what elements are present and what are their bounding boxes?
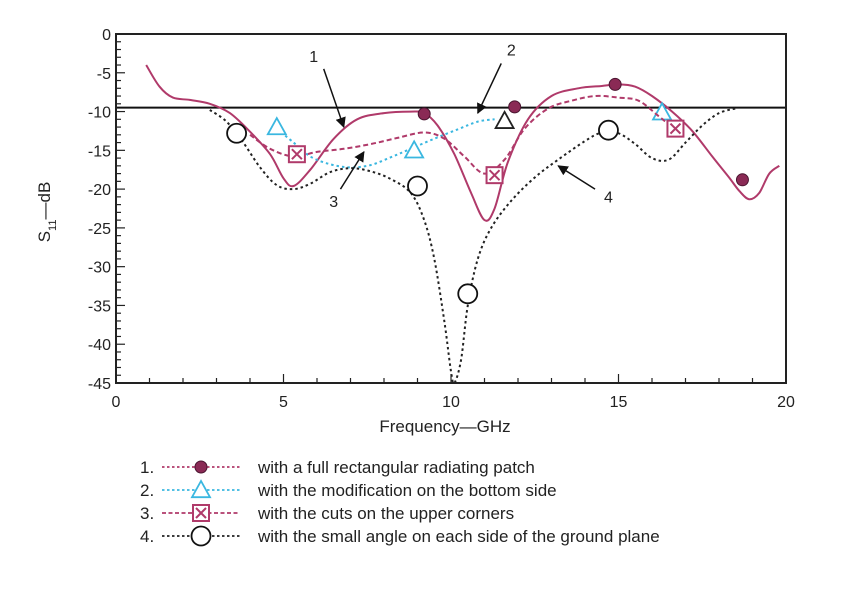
series-2-marker (403, 139, 425, 159)
series-4-marker (226, 122, 248, 144)
series-3-marker (287, 145, 306, 164)
series-3-line (249, 94, 673, 175)
series-2 (266, 101, 673, 169)
y-tick-label: -10 (88, 105, 111, 122)
legend-item-1: 1. with a full rectangular radiating patc… (140, 458, 535, 477)
annotation-label: 4 (604, 189, 613, 206)
annotation-group: 1 2 3 4 (309, 43, 613, 211)
y-tick-label: -35 (88, 298, 111, 315)
legend-item-4: 4. with the small angle on each side of t… (140, 525, 660, 547)
legend-label: with the small angle on each side of the… (257, 527, 660, 546)
legend-swatch-marker (194, 460, 208, 474)
legend-number: 4. (140, 527, 154, 546)
annotation-4: 4 (557, 165, 613, 206)
series-4-marker (407, 175, 428, 197)
y-tick-label: -25 (88, 221, 111, 238)
series-1 (145, 64, 780, 222)
legend-swatch-marker (190, 525, 212, 547)
x-tick-label: 5 (279, 394, 288, 411)
y-tick-label: -40 (88, 337, 111, 354)
annotation-3: 3 (329, 150, 365, 211)
y-tick-label: -20 (88, 182, 111, 199)
annotation-label: 3 (329, 194, 338, 211)
legend-item-3: 3. with the cuts on the upper corners (140, 504, 514, 523)
x-tick-label: 0 (112, 394, 121, 411)
series-4 (209, 107, 737, 385)
x-axis-title: Frequency—GHz (379, 417, 510, 436)
legend-number: 3. (140, 504, 154, 523)
annotation-2: 2 (477, 43, 516, 115)
series-3 (249, 94, 685, 185)
legend-number: 1. (140, 458, 154, 477)
legend: 1. with a full rectangular radiating patc… (140, 458, 660, 547)
legend-swatch-marker (192, 504, 210, 522)
legend-item-2: 2. with the modification on the bottom si… (140, 479, 557, 500)
annotation-arrow (322, 68, 346, 129)
series-2-marker (651, 101, 673, 121)
annotation-arrow (339, 150, 365, 190)
legend-label: with a full rectangular radiating patch (257, 458, 535, 477)
y-tick-label: -5 (97, 66, 111, 83)
x-tick-label: 10 (442, 394, 460, 411)
annotation-label: 1 (309, 49, 318, 66)
series-1-marker (417, 107, 431, 121)
series-2-marker (266, 116, 288, 136)
series-2-line (276, 118, 495, 169)
series-2-marker (494, 110, 516, 129)
series-1-marker (508, 100, 522, 114)
series-1-line (145, 64, 780, 222)
plot-frame (115, 33, 787, 384)
series-1-marker (735, 173, 749, 187)
series-4-line (209, 107, 737, 385)
x-tick-label: 20 (777, 394, 795, 411)
annotation-arrow (557, 165, 596, 190)
y-tick-label: -45 (88, 376, 111, 393)
annotation-label: 2 (507, 43, 516, 60)
y-tick-label: -30 (88, 260, 111, 277)
series-3-marker (666, 119, 685, 138)
x-tick-label: 15 (610, 394, 628, 411)
series-1-marker (608, 77, 622, 91)
legend-label: with the cuts on the upper corners (257, 504, 514, 523)
series-4-marker (598, 119, 619, 141)
annotation-1: 1 (309, 49, 346, 129)
series-4-marker (457, 283, 479, 305)
y-tick-label: -15 (88, 143, 111, 160)
series-group (145, 64, 780, 385)
legend-label: with the modification on the bottom side (257, 481, 557, 500)
legend-number: 2. (140, 481, 154, 500)
annotation-arrow (477, 63, 502, 115)
legend-swatch-marker (190, 479, 212, 499)
series-3-marker (485, 166, 504, 185)
y-axis-title: S11—dB (35, 182, 59, 243)
y-tick-label: 0 (102, 27, 111, 44)
axes-group: 0-5-10-15-20-25-30-35-40-450 5 10 15 20 (88, 27, 795, 411)
